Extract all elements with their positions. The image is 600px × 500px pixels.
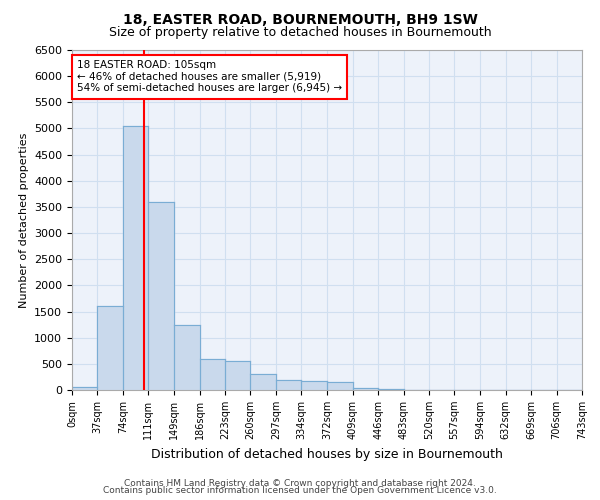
Text: Contains HM Land Registry data © Crown copyright and database right 2024.: Contains HM Land Registry data © Crown c… [124,478,476,488]
Text: 18, EASTER ROAD, BOURNEMOUTH, BH9 1SW: 18, EASTER ROAD, BOURNEMOUTH, BH9 1SW [122,12,478,26]
Text: Contains public sector information licensed under the Open Government Licence v3: Contains public sector information licen… [103,486,497,495]
Y-axis label: Number of detached properties: Number of detached properties [19,132,29,308]
X-axis label: Distribution of detached houses by size in Bournemouth: Distribution of detached houses by size … [151,448,503,460]
Text: Size of property relative to detached houses in Bournemouth: Size of property relative to detached ho… [109,26,491,39]
Text: 18 EASTER ROAD: 105sqm
← 46% of detached houses are smaller (5,919)
54% of semi-: 18 EASTER ROAD: 105sqm ← 46% of detached… [77,60,342,94]
